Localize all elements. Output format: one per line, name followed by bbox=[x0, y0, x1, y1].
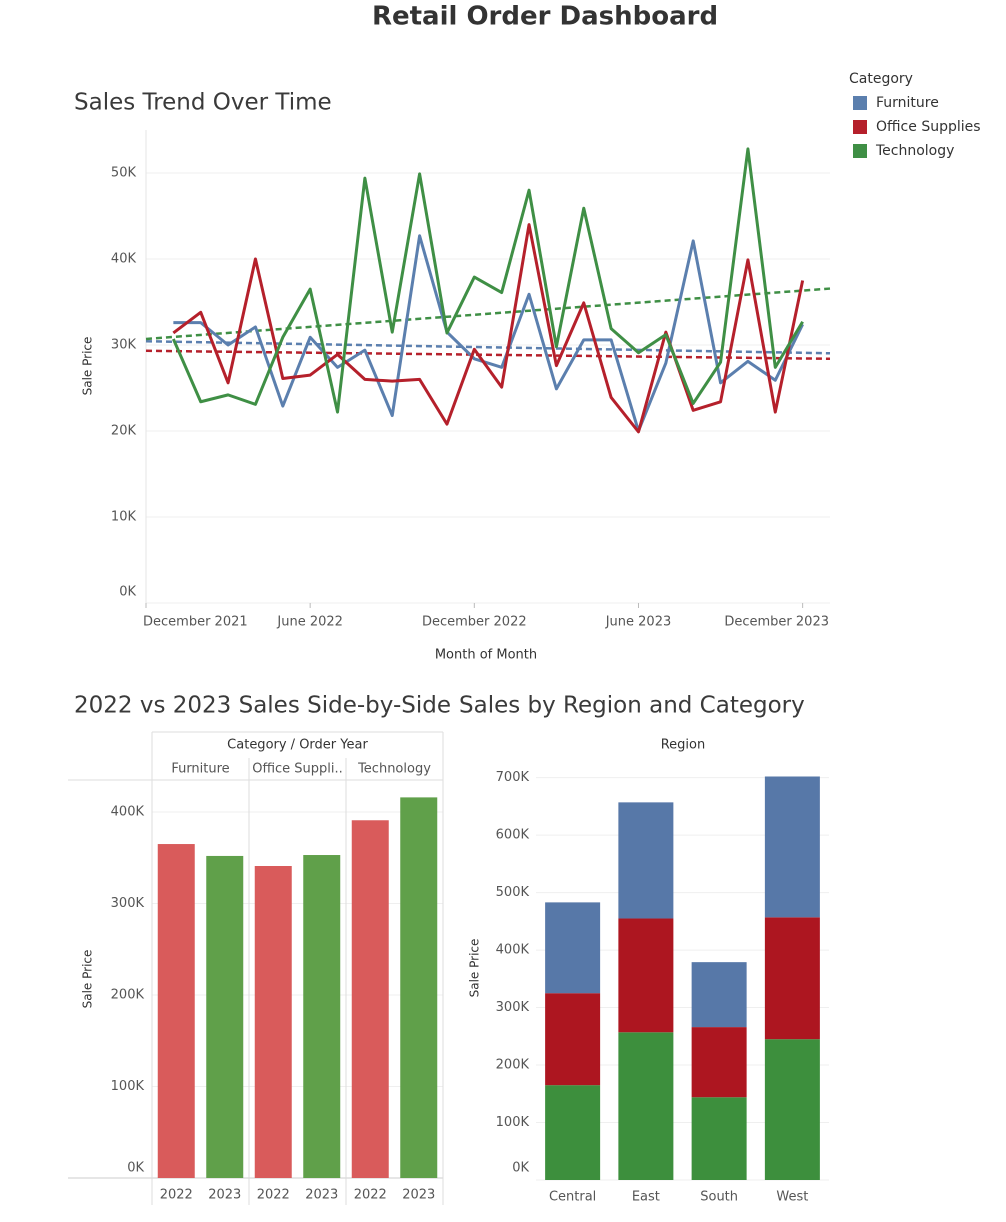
y-tick-label: 20K bbox=[111, 424, 137, 439]
y-tick-label: 0K bbox=[119, 585, 136, 600]
y-tick-label: 100K bbox=[496, 1115, 530, 1130]
y-tick-label: 0K bbox=[127, 1161, 144, 1176]
x-tick-label: 2023 bbox=[305, 1188, 338, 1203]
chart-title: 2022 vs 2023 Sales Side-by-Side bbox=[74, 693, 451, 719]
y-tick-label: 200K bbox=[111, 988, 145, 1003]
bar-segment bbox=[764, 1039, 820, 1180]
y-tick-label: 700K bbox=[496, 770, 530, 785]
legend-label: Technology bbox=[875, 143, 954, 159]
y-tick-label: 200K bbox=[496, 1058, 530, 1073]
bar bbox=[400, 797, 438, 1178]
y-axis-label: Sale Price bbox=[81, 950, 95, 1009]
trend-line bbox=[145, 287, 831, 341]
bar-segment bbox=[545, 902, 601, 994]
bar-segment bbox=[691, 1027, 747, 1098]
bar bbox=[254, 866, 292, 1178]
bar-segment bbox=[764, 776, 820, 918]
x-tick-label: East bbox=[632, 1190, 660, 1205]
y-tick-label: 50K bbox=[111, 166, 137, 181]
series-line bbox=[172, 223, 805, 434]
legend-swatch bbox=[853, 120, 867, 134]
bar-segment bbox=[764, 917, 820, 1040]
y-tick-label: 400K bbox=[111, 805, 145, 820]
bar bbox=[157, 844, 195, 1178]
bar bbox=[351, 820, 389, 1178]
x-tick-label: December 2023 bbox=[724, 615, 829, 630]
x-tick-label: June 2022 bbox=[276, 615, 343, 630]
x-tick-label: 2023 bbox=[402, 1188, 435, 1203]
y-axis-label: Sale Price bbox=[81, 337, 95, 396]
y-tick-label: 300K bbox=[496, 1000, 530, 1015]
x-tick-label: West bbox=[776, 1190, 808, 1205]
x-tick-label: December 2021 bbox=[143, 615, 248, 630]
y-tick-label: 300K bbox=[111, 896, 145, 911]
y-tick-label: 30K bbox=[111, 338, 137, 353]
group-label: Technology bbox=[357, 762, 431, 777]
bar-segment bbox=[691, 962, 747, 1028]
bar-segment bbox=[618, 918, 674, 1033]
dashboard-title: Retail Order Dashboard bbox=[372, 2, 718, 32]
group-label: Office Suppli.. bbox=[252, 762, 343, 777]
x-tick-label: December 2022 bbox=[422, 615, 527, 630]
y-axis-label: Sale Price bbox=[468, 939, 482, 998]
bar bbox=[303, 855, 341, 1178]
x-tick-label: 2022 bbox=[257, 1188, 290, 1203]
legend-label: Furniture bbox=[876, 95, 939, 111]
header: Region bbox=[661, 738, 706, 753]
y-tick-label: 40K bbox=[111, 252, 137, 267]
legend-label: Office Supplies bbox=[876, 119, 981, 135]
y-tick-label: 600K bbox=[496, 828, 530, 843]
chart-title: Sales by Region and Category bbox=[459, 693, 805, 719]
legend-title: Category bbox=[849, 71, 913, 87]
chart-title: Sales Trend Over Time bbox=[74, 90, 332, 116]
y-tick-label: 500K bbox=[496, 885, 530, 900]
bar-segment bbox=[691, 1097, 747, 1180]
legend-swatch bbox=[853, 144, 867, 158]
y-tick-label: 100K bbox=[111, 1079, 145, 1094]
bar bbox=[206, 855, 244, 1178]
x-tick-label: Central bbox=[549, 1190, 596, 1205]
x-axis-label: Month of Month bbox=[435, 648, 537, 663]
legend-swatch bbox=[853, 96, 867, 110]
group-label: Furniture bbox=[171, 762, 229, 777]
header: Category / Order Year bbox=[227, 738, 368, 753]
series-line bbox=[173, 234, 804, 433]
x-tick-label: 2023 bbox=[208, 1188, 241, 1203]
bar-segment bbox=[618, 1032, 674, 1180]
x-tick-label: 2022 bbox=[160, 1188, 193, 1203]
x-tick-label: South bbox=[700, 1190, 738, 1205]
bar-segment bbox=[545, 1085, 601, 1180]
bar-segment bbox=[618, 802, 674, 919]
y-tick-label: 0K bbox=[512, 1161, 529, 1176]
bar-segment bbox=[545, 993, 601, 1086]
y-tick-label: 400K bbox=[496, 943, 530, 958]
y-tick-label: 10K bbox=[111, 510, 137, 525]
series-line bbox=[171, 147, 804, 414]
x-tick-label: 2022 bbox=[354, 1188, 387, 1203]
x-tick-label: June 2023 bbox=[605, 615, 672, 630]
